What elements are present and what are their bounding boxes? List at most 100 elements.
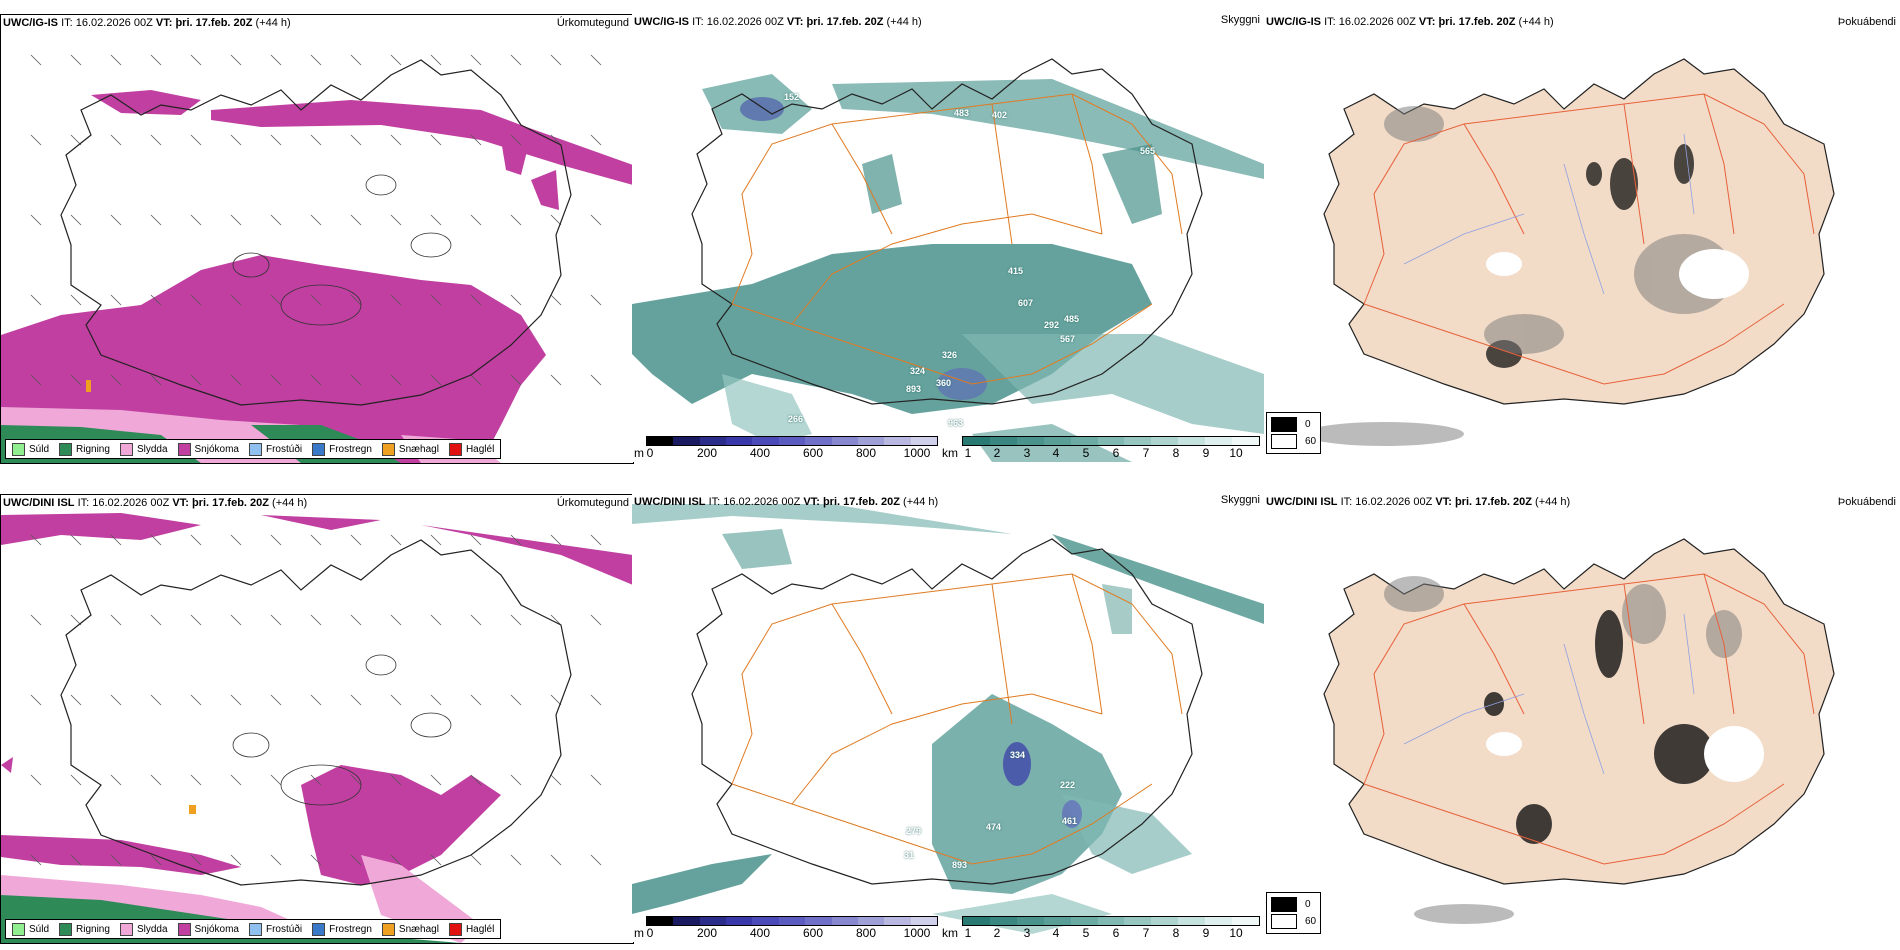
visibility-colorbar-m: m 0 200 400 600 800 1000 — [632, 914, 938, 942]
it-label: IT: — [708, 496, 721, 508]
vt-value: þri. 17.feb. 20Z — [191, 497, 269, 509]
it-label: IT: — [1324, 16, 1336, 28]
fog-legend-value: 60 — [1305, 916, 1317, 927]
legend-label: Snæhagl — [398, 443, 439, 455]
colorbar-tick: 800 — [855, 926, 877, 940]
swatch — [177, 922, 191, 936]
vis-label: 292 — [1044, 320, 1060, 330]
legend-label: Frostregn — [329, 923, 372, 935]
vt-label: VT: — [155, 17, 173, 29]
vt-value: þri. 17.feb. 20Z — [1438, 16, 1516, 28]
visibility-panel-bottom: UWC/DINI ISL IT: 16.02.2026 00Z VT: þri.… — [632, 494, 1264, 942]
visibility-colorbar-m: m 0 200 400 600 800 1000 — [632, 434, 938, 462]
fog-legend-value: 0 — [1305, 899, 1311, 910]
legend-item: Frostúði — [248, 442, 303, 456]
fog-legend-row: 0 — [1271, 896, 1316, 913]
legend-item: Rigning — [59, 922, 110, 936]
colorbar-tick: 10 — [1229, 926, 1243, 940]
vt-label: VT: — [1435, 496, 1452, 508]
panel-header-precip-top: UWC/IG-IS IT: 16.02.2026 00Z VT: þri. 17… — [3, 17, 291, 29]
colorbar-tick: 4 — [1052, 926, 1060, 940]
colorbar-tick: 10 — [1229, 446, 1243, 460]
swatch — [1271, 914, 1297, 929]
lead-time: (+44 h) — [1535, 496, 1571, 508]
vis-label: 415 — [1008, 266, 1024, 276]
colorbar-strip — [646, 916, 938, 926]
vis-label: 474 — [986, 822, 1002, 832]
colorbar-tick: 600 — [802, 926, 824, 940]
visibility-map-top — [632, 58, 1264, 462]
fog-panel-bottom: UWC/DINI ISL IT: 16.02.2026 00Z VT: þri.… — [1264, 494, 1900, 942]
model-name: UWC/DINI ISL — [634, 496, 706, 508]
it-label: IT: — [1340, 496, 1353, 508]
colorbar-tick: 200 — [696, 446, 718, 460]
vis-label: 266 — [788, 414, 804, 424]
vis-label: 326 — [942, 350, 958, 360]
legend-label: Slydda — [136, 443, 168, 455]
vis-label: 360 — [936, 378, 952, 388]
legend-label: Súld — [29, 923, 50, 935]
lead-time: (+44 h) — [255, 17, 291, 29]
swatch — [248, 442, 262, 456]
colorbar-tick: 8 — [1172, 926, 1180, 940]
fog-legend-value: 0 — [1305, 419, 1311, 430]
legend-label: Snjókoma — [194, 443, 239, 455]
panel-title-fog: Þokuábendi — [1837, 496, 1896, 508]
visibility-panel-top: UWC/IG-IS IT: 16.02.2026 00Z VT: þri. 17… — [632, 14, 1264, 462]
colorbar-tick: 600 — [802, 446, 824, 460]
it-value: 16.02.2026 00Z — [1355, 496, 1433, 508]
vt-label: VT: — [1418, 16, 1436, 28]
legend-label: Haglél — [465, 443, 495, 455]
model-name: UWC/IG-IS — [634, 16, 689, 28]
vis-label: 324 — [910, 366, 926, 376]
vis-label: 222 — [1060, 780, 1076, 790]
model-name: UWC/IG-IS — [1266, 16, 1321, 28]
vt-value: þri. 17.feb. 20Z — [806, 16, 884, 28]
colorbar-tick: 400 — [749, 926, 771, 940]
precip-map-bottom — [1, 513, 633, 943]
panel-title-visibility: Skyggni — [1220, 14, 1260, 26]
vis-label: 565 — [1140, 146, 1156, 156]
panel-title-precip: Úrkomutegund — [556, 497, 629, 509]
swatch — [59, 922, 73, 936]
colorbar-tick: 6 — [1112, 446, 1120, 460]
vt-value: þri. 17.feb. 20Z — [175, 17, 253, 29]
colorbar-tick: 3 — [1023, 446, 1031, 460]
legend-item: Slydda — [119, 922, 168, 936]
legend-item: Frostregn — [312, 922, 372, 936]
model-name: UWC/DINI ISL — [1266, 496, 1338, 508]
precip-legend-bottom: Súld Rigning Slydda Snjókoma Frostúði Fr… — [5, 919, 502, 939]
legend-label: Snjókoma — [194, 923, 239, 935]
colorbar-strip — [962, 916, 1260, 926]
legend-item: Snæhagl — [381, 922, 439, 936]
it-value: 16.02.2026 00Z — [75, 17, 153, 29]
lead-time: (+44 h) — [272, 497, 308, 509]
swatch — [12, 922, 25, 936]
legend-item: Snjókoma — [177, 442, 239, 456]
colorbar-tick: 9 — [1202, 446, 1210, 460]
colorbar-tick: 9 — [1202, 926, 1210, 940]
legend-label: Frostúði — [265, 923, 303, 935]
vis-label: 483 — [954, 108, 970, 118]
it-label: IT: — [77, 497, 90, 509]
colorbar-tick: 0 — [646, 926, 654, 940]
colorbar-tick: 8 — [1172, 446, 1180, 460]
legend-item: Frostregn — [312, 442, 372, 456]
swatch — [381, 442, 395, 456]
panel-header-visibility-bottom: UWC/DINI ISL IT: 16.02.2026 00Z VT: þri.… — [634, 496, 938, 508]
swatch — [248, 922, 262, 936]
legend-item: Frostúði — [248, 922, 303, 936]
colorbar-tick: 800 — [855, 446, 877, 460]
swatch — [381, 922, 395, 936]
vis-label: 963 — [948, 418, 964, 428]
lead-time: (+44 h) — [903, 496, 939, 508]
precip-type-panel-bottom: UWC/DINI ISL IT: 16.02.2026 00Z VT: þri.… — [0, 494, 634, 944]
colorbar-tick: 1000 — [903, 446, 931, 460]
vis-label: 402 — [992, 110, 1008, 120]
panel-title-visibility: Skyggni — [1220, 494, 1260, 506]
swatch — [119, 922, 133, 936]
colorbar-tick: 400 — [749, 446, 771, 460]
colorbar-tick: 1 — [964, 446, 972, 460]
legend-label: Frostúði — [265, 443, 303, 455]
colorbar-tick: 1000 — [903, 926, 931, 940]
